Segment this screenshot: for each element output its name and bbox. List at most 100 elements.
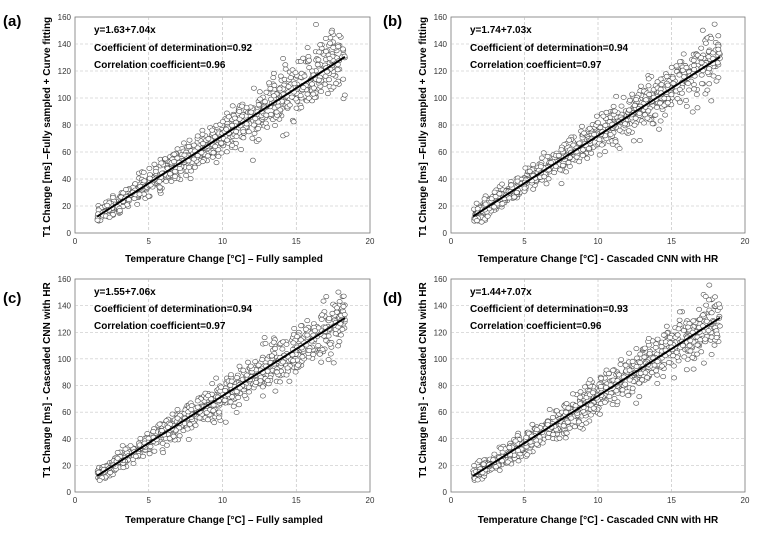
data-point (209, 127, 216, 133)
data-point (257, 96, 264, 102)
data-point (264, 124, 271, 130)
data-point (683, 65, 690, 71)
data-point (304, 332, 311, 338)
x-tick-label-a: 0 (73, 237, 78, 246)
data-point (706, 282, 713, 288)
data-point (316, 351, 323, 357)
data-point (172, 168, 178, 174)
data-point (573, 154, 580, 160)
data-point (170, 433, 177, 439)
data-point (174, 415, 181, 421)
data-point (218, 384, 224, 390)
data-point (625, 128, 632, 134)
x-tick-label-d: 10 (594, 496, 603, 505)
data-point (619, 391, 626, 397)
data-point (119, 443, 126, 449)
data-point (708, 310, 715, 316)
y-tick-label-a: 80 (62, 121, 71, 130)
data-point (619, 387, 626, 393)
data-point (236, 116, 243, 122)
data-point (211, 420, 218, 426)
data-point (529, 421, 536, 427)
data-point (471, 463, 477, 469)
data-point (322, 35, 329, 41)
data-point (543, 181, 550, 187)
data-point (137, 435, 144, 441)
data-point (563, 169, 569, 175)
panel-a: (a) T1 Change [ms] –Fully sampled + Curv… (3, 13, 375, 265)
regression-line-a (96, 56, 346, 218)
r-squared-c: Coefficient of determination=0.94 (94, 304, 253, 315)
data-point (279, 346, 286, 352)
data-point (680, 51, 687, 57)
data-point (315, 77, 322, 83)
data-point (683, 103, 690, 109)
data-point (186, 137, 193, 143)
data-point (652, 344, 659, 350)
data-point (203, 410, 210, 416)
data-point (576, 140, 583, 146)
x-axis-title-a: Temperature Change [°C] – Fully sampled (125, 254, 323, 265)
data-point (576, 159, 583, 165)
data-point (541, 174, 548, 180)
data-point (313, 21, 319, 27)
data-point (611, 396, 618, 402)
data-point (637, 351, 644, 357)
data-point (140, 169, 147, 175)
data-point (174, 146, 181, 152)
data-point (273, 109, 280, 115)
data-point (636, 138, 643, 144)
data-point (674, 96, 681, 102)
data-point (711, 342, 718, 348)
data-point (613, 388, 620, 394)
x-tick-label-b: 15 (667, 237, 676, 246)
data-point (705, 328, 712, 334)
data-point (171, 159, 177, 165)
data-point (274, 369, 280, 375)
data-point (198, 150, 205, 156)
data-point (340, 76, 347, 82)
data-point (636, 380, 642, 386)
data-point (145, 193, 152, 199)
data-point (702, 336, 709, 342)
y-tick-label-d: 20 (438, 461, 447, 470)
data-point (540, 150, 547, 156)
y-tick-label-d: 80 (438, 382, 447, 391)
y-axis-title-d: T1 Change [ms] - Cascaded CNN with HR (418, 281, 429, 477)
data-point (221, 397, 228, 403)
data-point (590, 405, 597, 411)
data-point (230, 403, 237, 409)
data-point (250, 122, 257, 128)
data-point (577, 394, 584, 400)
data-point (701, 360, 707, 366)
data-point (168, 178, 175, 184)
data-point (521, 185, 528, 191)
data-point (233, 133, 240, 139)
r-squared-d: Coefficient of determination=0.93 (470, 304, 629, 315)
fit-equation-a: y=1.63+7.04x (94, 25, 156, 36)
data-point (222, 387, 228, 393)
data-point (549, 414, 556, 420)
data-point (586, 146, 592, 152)
data-point (512, 438, 519, 444)
data-point (612, 139, 619, 145)
data-point (271, 82, 278, 88)
data-point (338, 332, 344, 338)
data-point (318, 316, 325, 322)
data-point (673, 349, 680, 355)
data-point (622, 381, 629, 387)
data-point (316, 49, 323, 55)
x-axis-title-b: Temperature Change [°C] - Cascaded CNN w… (478, 254, 719, 265)
data-point (610, 103, 617, 109)
plot-area-b (450, 16, 746, 234)
data-point (152, 168, 159, 174)
data-point (712, 294, 718, 300)
data-point (186, 164, 192, 170)
data-point (318, 89, 324, 95)
data-point (659, 363, 665, 369)
data-point (530, 162, 536, 168)
data-point (304, 91, 311, 97)
data-point (607, 132, 614, 138)
y-tick-label-c: 140 (58, 302, 72, 311)
y-tick-label-b: 80 (438, 121, 447, 130)
